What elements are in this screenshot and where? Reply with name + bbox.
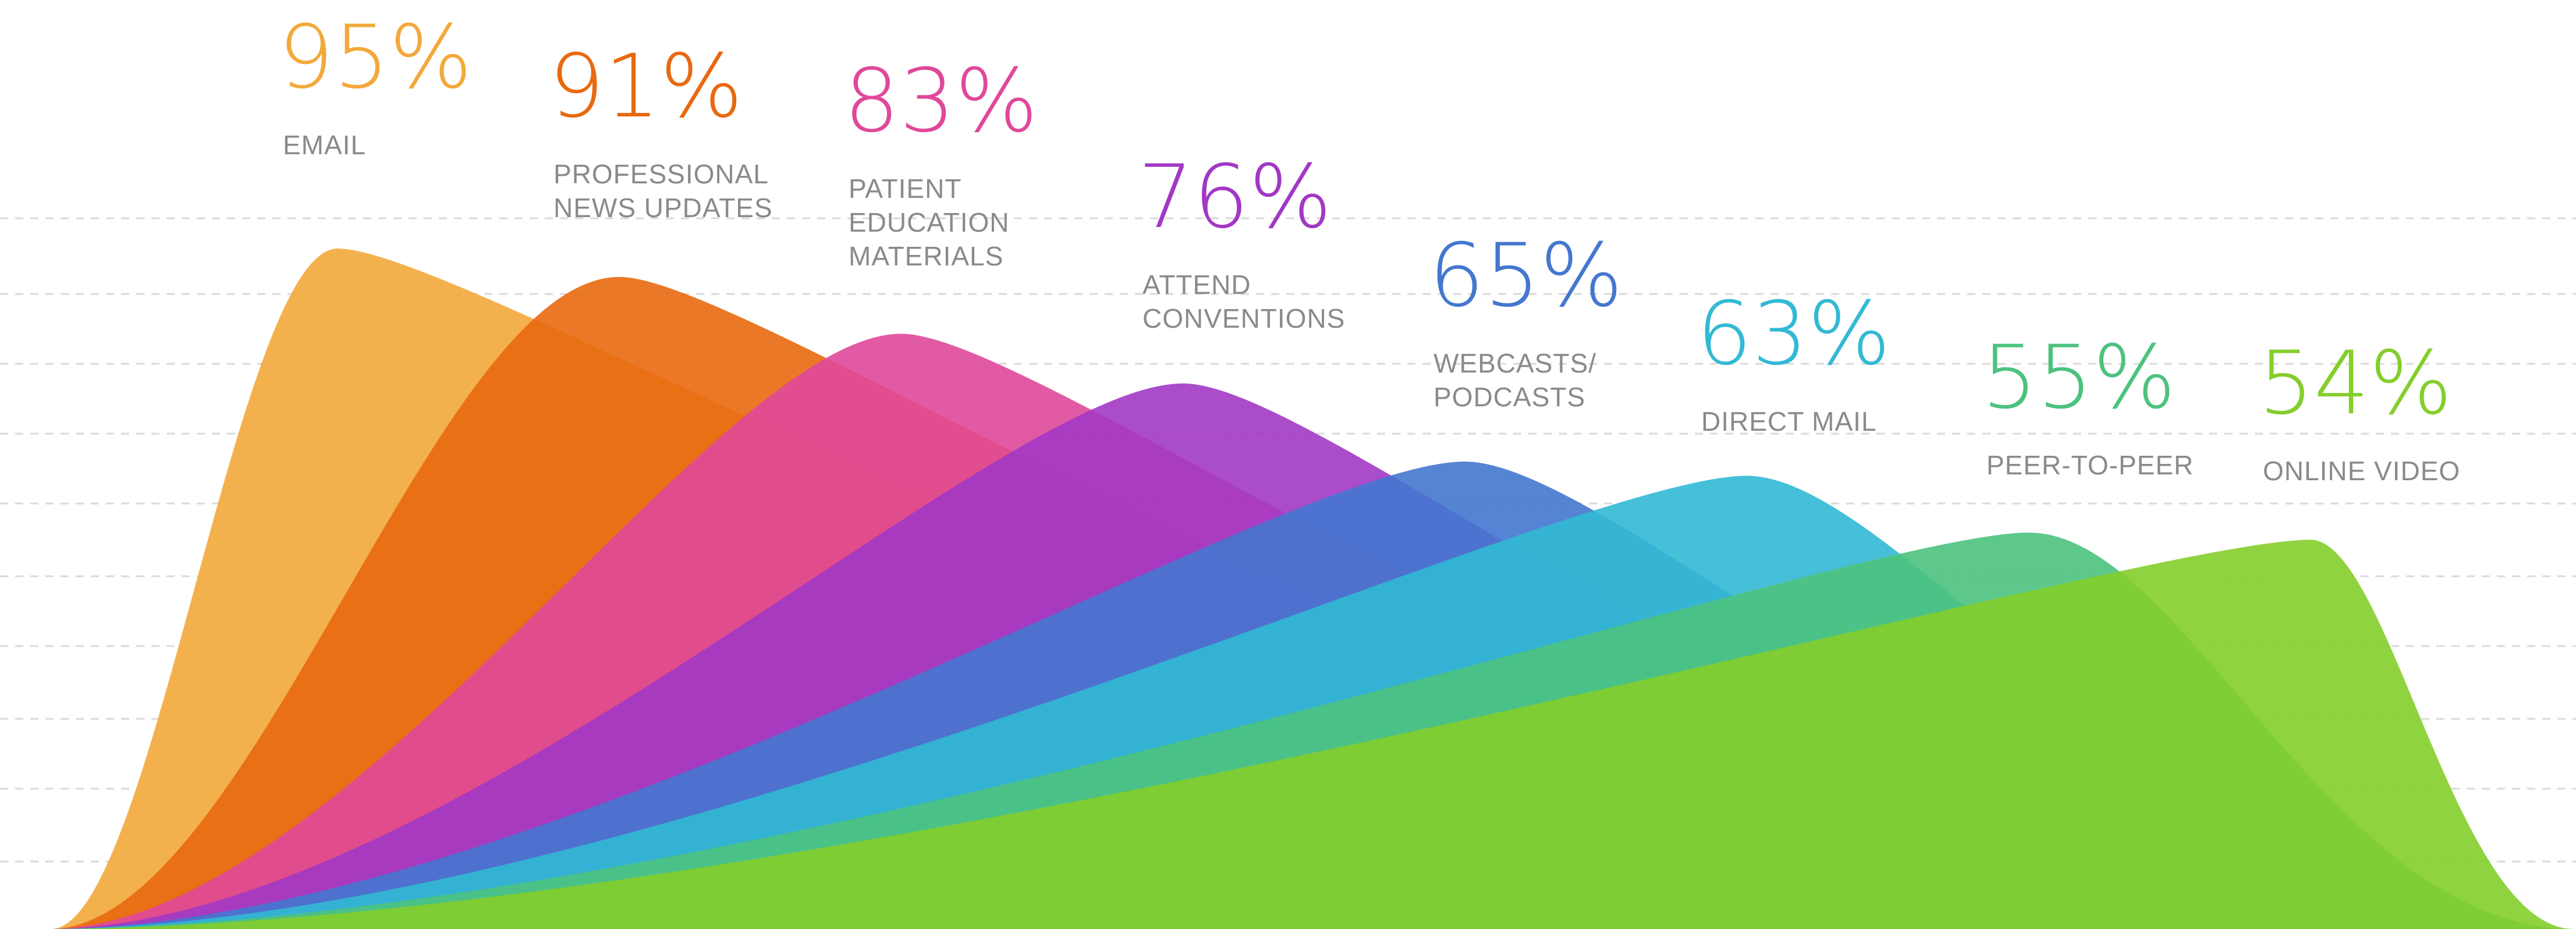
series-category-label: DIRECT MAIL (1701, 406, 1877, 437)
series-category-label: PATIENT (849, 173, 961, 204)
series-category-label: NEWS UPDATES (553, 193, 773, 223)
series-percent-label: 55% (1982, 327, 2176, 428)
series-category-label: ATTEND (1142, 270, 1251, 300)
series-percent-label: 54% (2258, 333, 2452, 434)
series-percent-label: 65% (1429, 225, 1623, 327)
series-percent-label: 91% (549, 36, 743, 137)
series-category-label: PROFESSIONAL (553, 159, 769, 189)
series-category-label: MATERIALS (849, 241, 1003, 271)
series-category-label: CONVENTIONS (1142, 303, 1345, 334)
series-category-label: EMAIL (283, 130, 366, 160)
series-percent-label: 95% (278, 7, 472, 108)
series-category-label: WEBCASTS/ (1434, 348, 1596, 378)
series-labels: 95% EMAIL 91% PROFESSIONAL NEWS UPDATES 83% PA… (278, 7, 2460, 486)
series-category-label: ONLINE VIDEO (2263, 456, 2460, 486)
series-percent-label: 63% (1697, 283, 1890, 385)
series-percent-label: 76% (1138, 147, 1332, 248)
series-category-label: EDUCATION (849, 207, 1010, 237)
series-category-label: PEER-TO-PEER (1986, 450, 2194, 480)
series-area (52, 540, 2573, 929)
series-areas (52, 249, 2573, 929)
series-percent-label: 83% (844, 51, 1038, 152)
series-category-label: PODCASTS (1434, 382, 1585, 412)
